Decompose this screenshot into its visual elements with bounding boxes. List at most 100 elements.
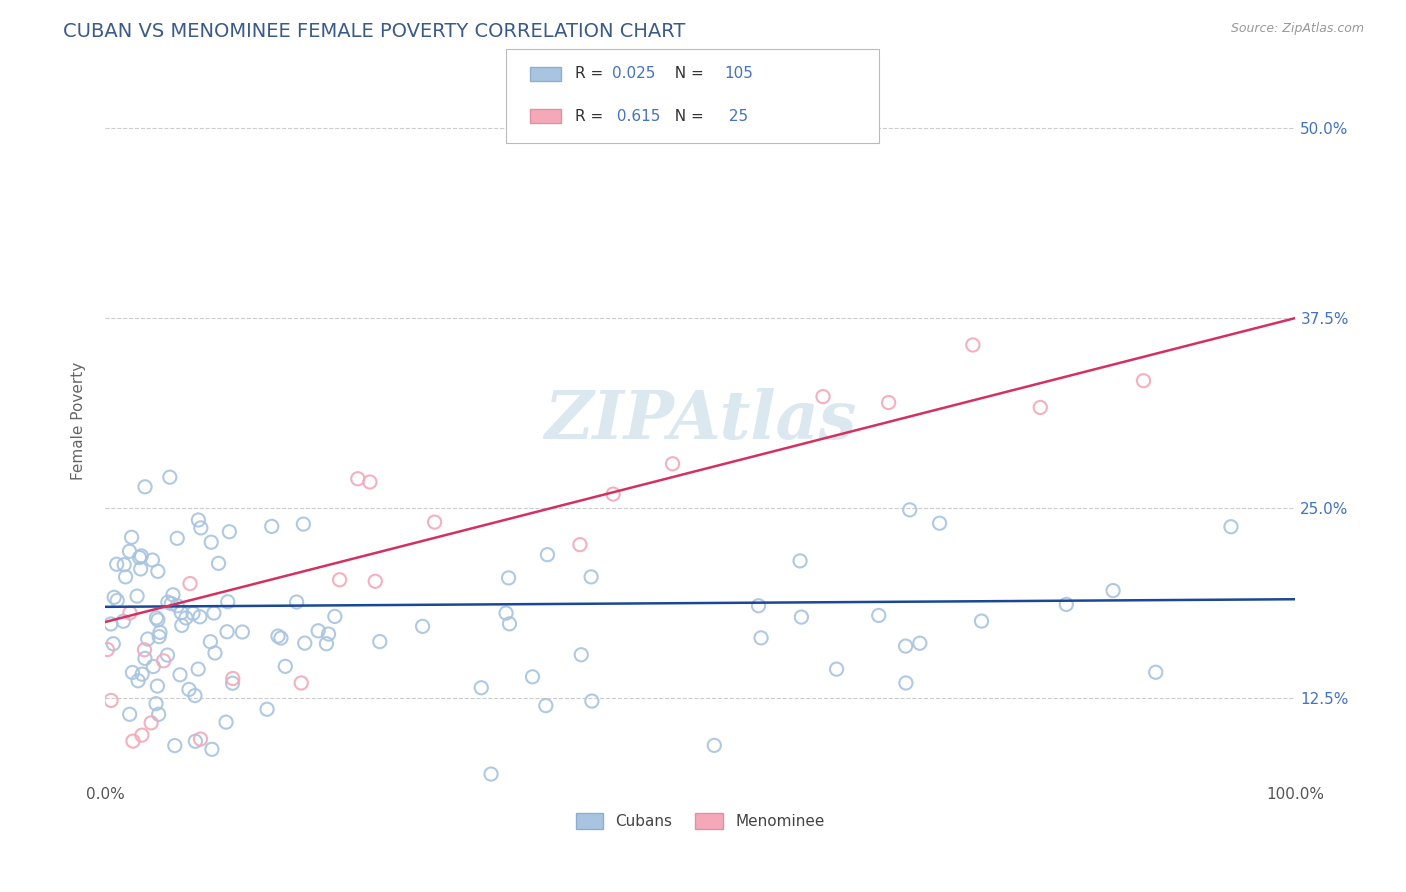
Point [112,558,135,572]
Point [129,562,152,576]
Text: R =: R = [575,66,609,81]
Point [1220,520,1243,534]
Point [122,734,145,748]
Point [131,728,153,742]
Point [166,532,188,546]
Point [215,624,238,639]
Point [470,681,492,695]
Point [100,693,122,707]
Point [568,538,591,552]
Point [423,515,446,529]
Text: N =: N = [665,66,709,81]
Point [202,606,225,620]
Point [868,608,890,623]
Point [121,530,143,544]
Point [1029,401,1052,415]
Point [159,470,181,484]
Point [579,570,602,584]
Point [569,648,592,662]
Point [267,629,290,643]
Point [156,648,179,662]
Point [156,595,179,609]
Point [160,597,183,611]
Point [329,573,352,587]
Point [292,517,315,532]
Point [217,595,239,609]
Point [962,338,984,352]
Point [187,662,209,676]
Point [894,676,917,690]
Point [145,611,167,625]
Point [522,670,544,684]
Point [703,739,725,753]
Point [134,480,156,494]
Point [166,599,188,613]
Point [290,676,312,690]
Point [131,549,153,563]
Point [749,631,772,645]
Point [96,642,118,657]
Text: R =: R = [575,109,609,124]
Point [134,642,156,657]
Point [368,634,391,648]
Point [177,682,200,697]
Point [105,593,128,607]
Y-axis label: Female Poverty: Female Poverty [72,361,86,480]
Point [148,630,170,644]
Point [412,619,434,633]
Point [231,625,253,640]
Point [790,610,813,624]
Point [146,613,169,627]
Point [146,564,169,578]
Point [256,702,278,716]
Point [103,591,125,605]
Point [204,646,226,660]
Point [187,513,209,527]
Point [181,607,204,621]
Point [479,767,502,781]
Point [184,689,207,703]
Legend: Cubans, Menominee: Cubans, Menominee [569,807,831,836]
Point [131,667,153,681]
Point [359,475,381,489]
Point [898,503,921,517]
Text: CUBAN VS MENOMINEE FEMALE POVERTY CORRELATION CHART: CUBAN VS MENOMINEE FEMALE POVERTY CORREL… [63,22,686,41]
Point [146,679,169,693]
Point [260,519,283,533]
Point [1054,598,1077,612]
Point [207,557,229,571]
Point [294,636,316,650]
Point [274,659,297,673]
Point [134,651,156,665]
Point [127,673,149,688]
Point [179,576,201,591]
Text: N =: N = [665,109,709,124]
Point [789,554,811,568]
Point [215,715,238,730]
Point [114,570,136,584]
Text: 0.615: 0.615 [612,109,659,124]
Point [318,627,340,641]
Point [190,521,212,535]
Point [105,558,128,572]
Point [536,548,558,562]
Point [581,694,603,708]
Point [174,611,197,625]
Point [200,634,222,648]
Point [908,636,931,650]
Text: 0.025: 0.025 [612,66,655,81]
Point [323,609,346,624]
Point [200,535,222,549]
Point [201,742,224,756]
Point [602,487,624,501]
Point [136,632,159,646]
Point [970,614,993,628]
Point [121,665,143,680]
Point [534,698,557,713]
Point [142,659,165,673]
Point [184,734,207,748]
Point [825,662,848,676]
Point [118,707,141,722]
Point [188,609,211,624]
Point [270,631,292,645]
